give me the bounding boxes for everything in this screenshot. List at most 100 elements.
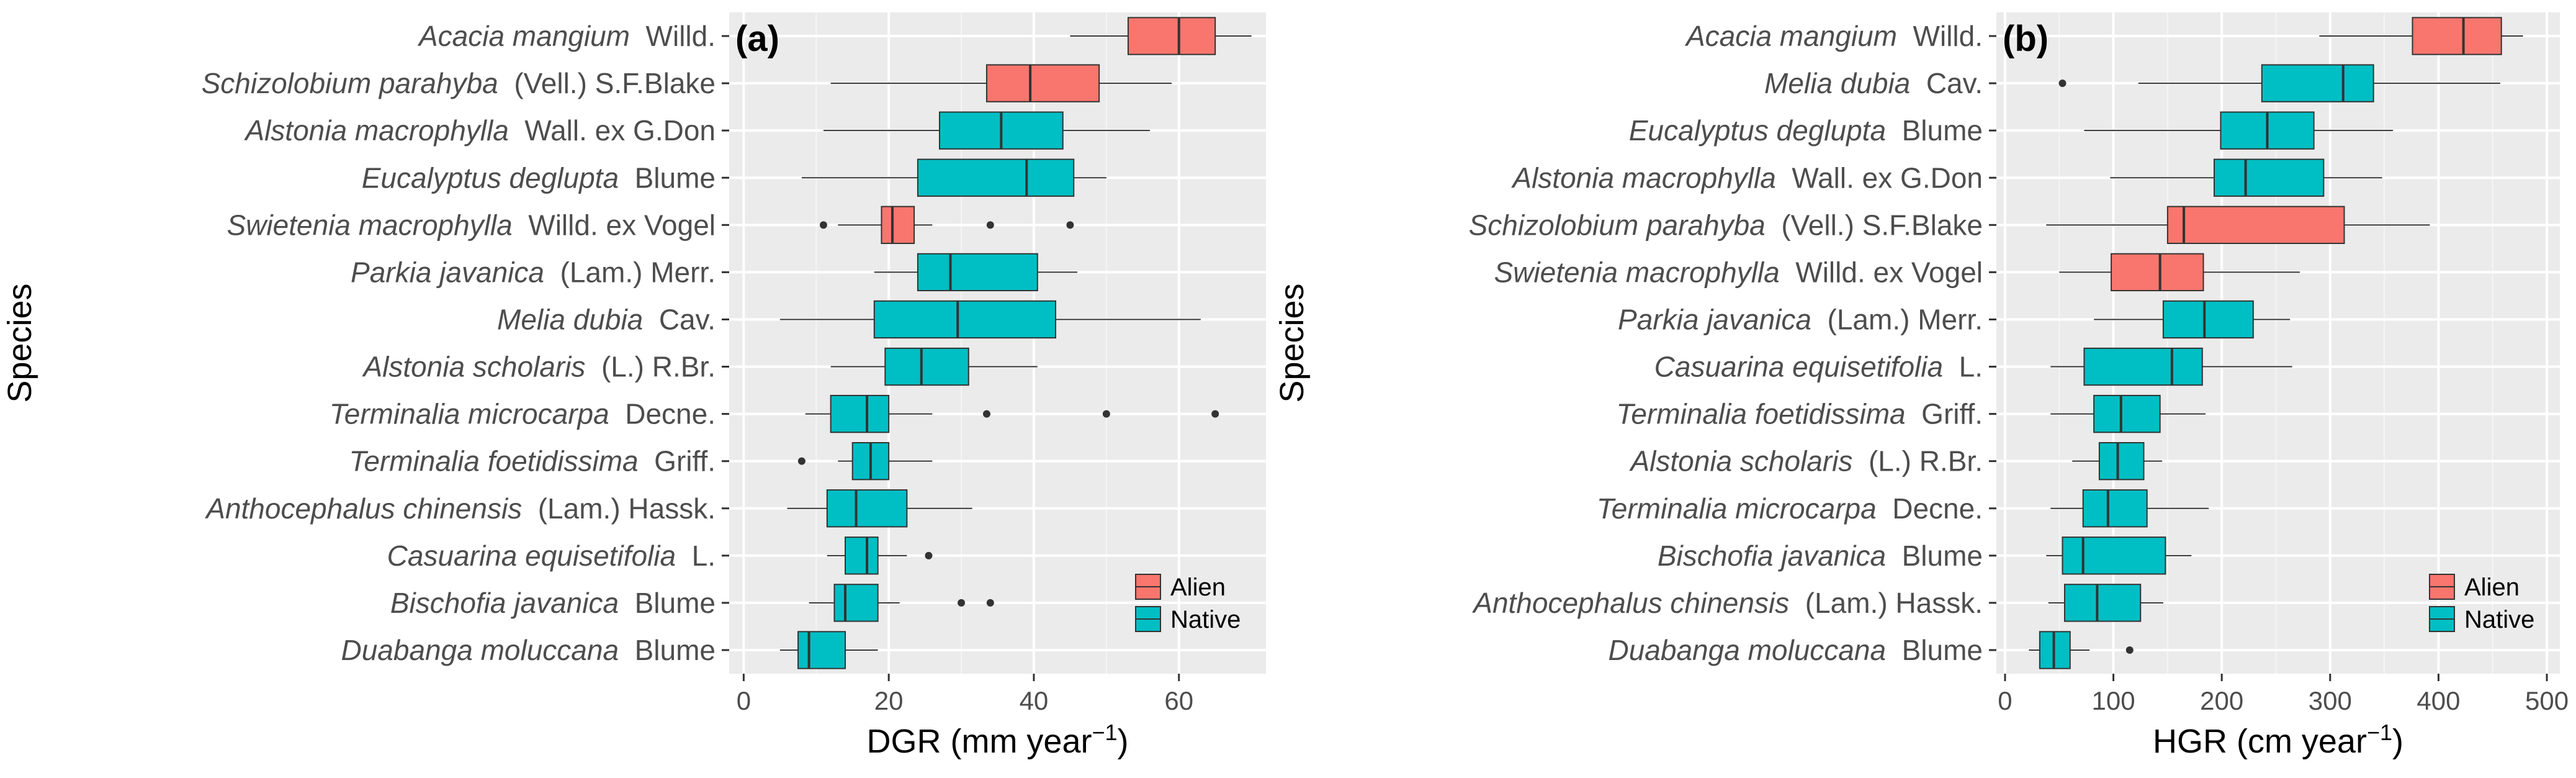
species-name: Anthocephalus chinensis: [1471, 587, 1789, 619]
species-name: Alstonia macrophylla: [1510, 161, 1775, 194]
y-axis-title: Species: [1, 283, 38, 402]
box-alstonia-macrophylla: [2110, 158, 2382, 197]
species-label: Terminalia foetidissima Griff.: [349, 445, 716, 477]
box-anthocephalus-chinensis: [787, 489, 972, 528]
legend-label: Native: [2464, 606, 2534, 633]
species-authority: Blume: [1886, 114, 1983, 147]
legend-entry-alien: Alien: [2429, 574, 2520, 601]
box-swietenia-macrophylla: [819, 206, 1074, 244]
x-tick-label: 20: [874, 686, 904, 715]
x-tick-label: 60: [1164, 686, 1193, 715]
panel-label: (a): [735, 19, 779, 59]
species-label: Alstonia scholaris (L.) R.Br.: [1628, 445, 1983, 477]
box-casuarina-equisetifolia: [2050, 347, 2292, 386]
x-tick-label: 40: [1020, 686, 1049, 715]
box-melia-dubia: [779, 300, 1201, 339]
box-iqr: [917, 253, 1038, 292]
outlier-point: [2125, 646, 2134, 654]
species-label: Bischofia javanica Blume: [390, 587, 716, 619]
species-name: Schizolobium parahyba: [202, 67, 498, 99]
box-alstonia-scholaris: [2072, 442, 2163, 481]
box-parkia-javanica: [874, 253, 1078, 292]
species-label: Casuarina equisetifolia L.: [387, 540, 716, 572]
x-tick-label: 300: [2309, 686, 2352, 715]
species-name: Bischofia javanica: [390, 587, 619, 619]
species-authority: Willd.: [1897, 20, 1983, 52]
species-label: Parkia javanica (Lam.) Merr.: [1618, 303, 1983, 335]
species-name: Parkia javanica: [1618, 303, 1811, 335]
species-label: Anthocephalus chinensis (Lam.) Hassk.: [1471, 587, 1983, 619]
x-axis-title: HGR (cm year−1): [2153, 720, 2403, 760]
box-iqr: [881, 206, 915, 244]
box-alstonia-scholaris: [830, 347, 1038, 386]
box-iqr: [830, 394, 890, 433]
species-authority: Willd. ex Vogel: [513, 209, 716, 241]
species-label: Eucalyptus deglupta Blume: [362, 161, 716, 194]
panel-a: Acacia mangium Willd. Schizolobium parahy…: [1, 12, 1266, 760]
box-eucalyptus-deglupta: [2084, 111, 2394, 150]
box-casuarina-equisetifolia: [827, 536, 933, 575]
box-iqr: [2213, 158, 2325, 197]
species-authority: Blume: [1886, 540, 1983, 572]
species-name: Terminalia foetidissima: [1616, 398, 1905, 430]
box-iqr: [2082, 489, 2148, 528]
species-name: Melia dubia: [1764, 67, 1910, 99]
species-authority: Wall. ex G.Don: [509, 114, 716, 147]
species-authority: Decne.: [1877, 492, 1983, 525]
species-label: Melia dubia Cav.: [1764, 67, 1983, 99]
outlier-point: [2058, 79, 2067, 88]
species-authority: Griff.: [1906, 398, 1983, 430]
species-label: Eucalyptus deglupta Blume: [1629, 114, 1983, 147]
box-schizolobium-parahyba: [830, 64, 1172, 102]
outlier-point: [819, 221, 827, 229]
box-parkia-javanica: [2094, 300, 2291, 339]
box-melia-dubia: [2058, 64, 2500, 102]
species-name: Anthocephalus chinensis: [204, 492, 522, 525]
outlier-point: [958, 599, 966, 607]
box-terminalia-foetidissima: [797, 442, 933, 481]
box-iqr: [826, 489, 908, 528]
x-axis-title-main: HGR (cm year: [2153, 723, 2367, 760]
species-label: Swietenia macrophylla Willd. ex Vogel: [227, 209, 716, 241]
species-name: Alstonia scholaris: [1628, 445, 1852, 477]
x-tick-label: 0: [737, 686, 751, 715]
box-acacia-mangium: [2319, 17, 2523, 55]
box-acacia-mangium: [1070, 17, 1252, 55]
species-authority: Griff.: [639, 445, 716, 477]
box-iqr: [2162, 300, 2254, 339]
species-name: Eucalyptus deglupta: [1629, 114, 1886, 147]
species-name: Schizolobium parahyba: [1469, 209, 1766, 241]
species-label: Schizolobium parahyba (Vell.) S.F.Blake: [202, 67, 716, 99]
species-authority: (Lam.) Hassk.: [522, 492, 716, 525]
species-authority: Cav.: [1910, 67, 1983, 99]
legend-label: Alien: [2464, 574, 2520, 601]
x-tick-label: 500: [2525, 686, 2569, 715]
species-name: Terminalia microcarpa: [330, 398, 609, 430]
outlier-point: [925, 551, 933, 559]
x-axis-title-exponent: −1: [2367, 720, 2392, 745]
box-iqr: [2261, 64, 2374, 102]
x-axis-title-close: ): [1118, 723, 1129, 760]
species-name: Terminalia foetidissima: [349, 445, 638, 477]
outlier-point: [986, 599, 994, 607]
species-name: Casuarina equisetifolia: [387, 540, 676, 572]
species-authority: Blume: [619, 634, 716, 666]
species-label: Alstonia scholaris (L.) R.Br.: [361, 351, 716, 383]
box-iqr: [2111, 253, 2204, 292]
species-name: Bischofia javanica: [1658, 540, 1886, 572]
species-label: Swietenia macrophylla Willd. ex Vogel: [1494, 256, 1983, 288]
box-iqr: [873, 300, 1057, 339]
species-label: Terminalia foetidissima Griff.: [1616, 398, 1983, 430]
box-alstonia-macrophylla: [823, 111, 1150, 150]
box-terminalia-microcarpa: [805, 394, 1219, 433]
species-label: Bischofia javanica Blume: [1658, 540, 1983, 572]
outlier-point: [797, 457, 806, 465]
outlier-point: [986, 221, 994, 229]
panel-b: Acacia mangium Willd. Melia dubia Cav. Euc…: [1273, 12, 2569, 760]
box-bischofia-javanica: [809, 584, 994, 622]
box-swietenia-macrophylla: [2059, 253, 2300, 292]
species-label: Melia dubia Cav.: [497, 303, 716, 335]
box-iqr: [797, 631, 846, 669]
box-terminalia-foetidissima: [2050, 394, 2206, 433]
species-authority: L.: [676, 540, 716, 572]
